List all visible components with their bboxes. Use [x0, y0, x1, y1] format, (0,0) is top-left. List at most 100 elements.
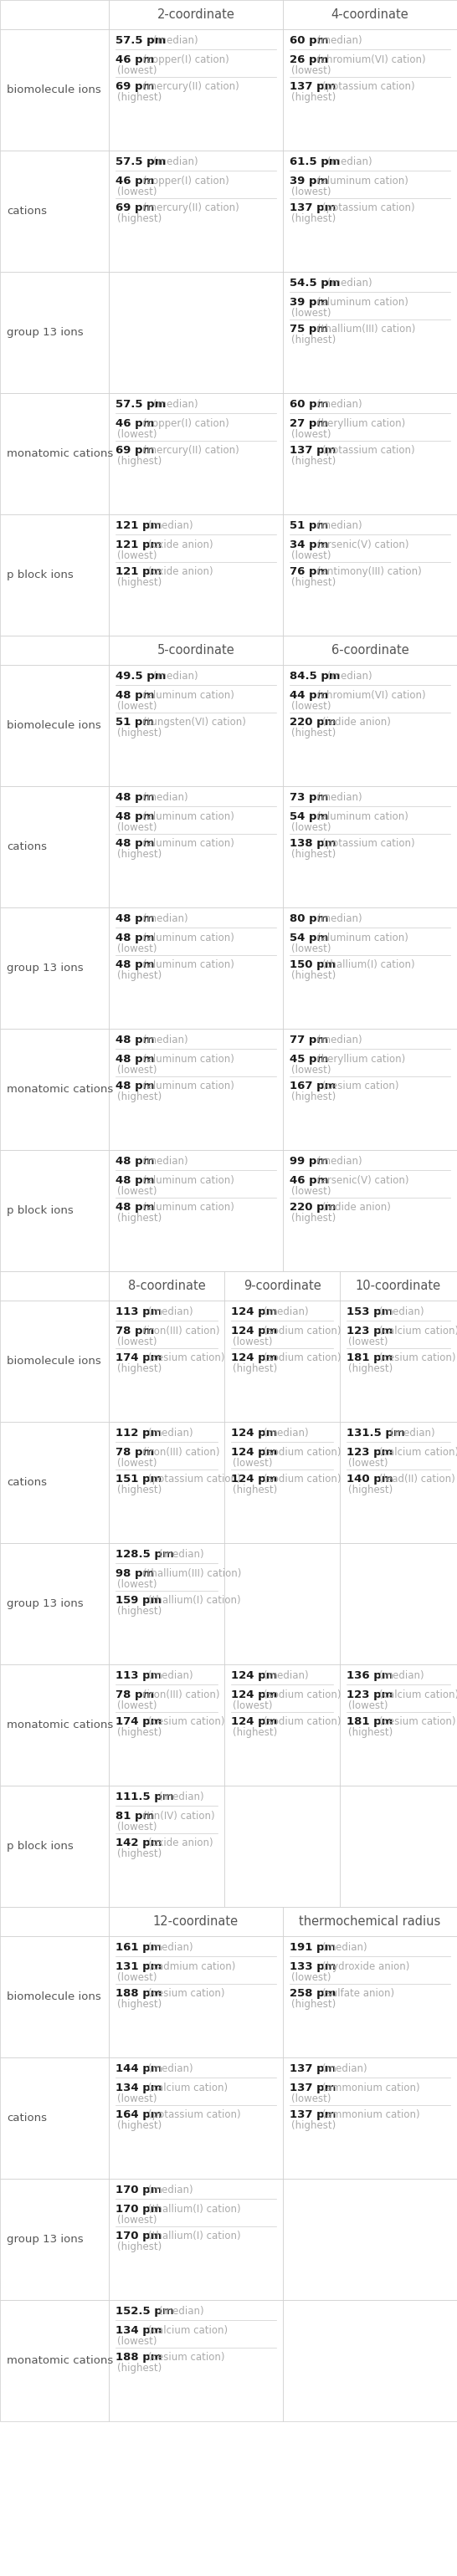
- Text: group 13 ions: group 13 ions: [7, 327, 83, 337]
- Text: (lowest): (lowest): [291, 943, 331, 953]
- Text: 34 pm: 34 pm: [290, 538, 329, 551]
- Text: (aluminum cation): (aluminum cation): [143, 1079, 234, 1092]
- Text: 131 pm: 131 pm: [116, 1960, 162, 1973]
- Bar: [340, 1422, 457, 1543]
- Text: 81 pm: 81 pm: [116, 1811, 154, 1821]
- Text: (highest): (highest): [233, 1363, 277, 1373]
- Text: (aluminum cation): (aluminum cation): [317, 175, 409, 185]
- Text: 39 pm: 39 pm: [290, 296, 328, 307]
- Text: (median): (median): [317, 1036, 362, 1046]
- Text: 121 pm: 121 pm: [116, 538, 162, 551]
- Text: (aluminum cation): (aluminum cation): [143, 1175, 234, 1185]
- Text: (iron(III) cation): (iron(III) cation): [143, 1327, 220, 1337]
- Text: 48 pm: 48 pm: [116, 811, 154, 822]
- Bar: [283, 1028, 457, 1149]
- Text: 48 pm: 48 pm: [116, 933, 154, 943]
- Text: (lowest): (lowest): [117, 1458, 157, 1468]
- Text: (calcium cation): (calcium cation): [379, 1327, 457, 1337]
- Text: (mercury(II) cation): (mercury(II) cation): [143, 80, 239, 93]
- Text: (highest): (highest): [291, 214, 336, 224]
- Text: 46 pm: 46 pm: [116, 175, 154, 185]
- Text: (thallium(III) cation): (thallium(III) cation): [143, 1569, 241, 1579]
- Text: 48 pm: 48 pm: [116, 837, 154, 850]
- Text: (median): (median): [390, 1427, 435, 1437]
- Text: (lowest): (lowest): [291, 1973, 331, 1984]
- Text: (highest): (highest): [117, 1213, 162, 1224]
- Text: (potassium cation): (potassium cation): [322, 80, 415, 93]
- Text: (median): (median): [317, 520, 362, 531]
- Text: thermochemical radius: thermochemical radius: [299, 1917, 441, 1927]
- Text: (iron(III) cation): (iron(III) cation): [143, 1448, 220, 1458]
- Text: (highest): (highest): [117, 1999, 162, 2009]
- Text: 26 pm: 26 pm: [290, 54, 328, 64]
- Text: (highest): (highest): [291, 335, 336, 345]
- Text: (median): (median): [317, 399, 362, 410]
- Text: (potassium cation): (potassium cation): [322, 446, 415, 456]
- Text: (lowest): (lowest): [117, 1579, 157, 1589]
- Text: (highest): (highest): [348, 1726, 393, 1739]
- Text: (beryllium cation): (beryllium cation): [317, 417, 405, 430]
- Text: (potassium cation): (potassium cation): [149, 2110, 241, 2120]
- Bar: [340, 1301, 457, 1422]
- Text: (copper(I) cation): (copper(I) cation): [143, 54, 229, 64]
- Text: 45 pm: 45 pm: [290, 1054, 328, 1064]
- Text: 9-coordinate: 9-coordinate: [243, 1280, 321, 1293]
- Text: (highest): (highest): [117, 1092, 162, 1103]
- Text: (copper(I) cation): (copper(I) cation): [143, 417, 229, 430]
- Text: 60 pm: 60 pm: [290, 399, 329, 410]
- Text: 124 pm: 124 pm: [231, 1352, 277, 1363]
- Text: 153 pm: 153 pm: [346, 1306, 393, 1316]
- Text: (median): (median): [154, 399, 198, 410]
- Text: (aluminum cation): (aluminum cation): [317, 811, 409, 822]
- Text: (highest): (highest): [117, 2241, 162, 2251]
- Text: 54 pm: 54 pm: [290, 811, 328, 822]
- Bar: [0, 1301, 109, 1422]
- Text: (highest): (highest): [117, 93, 162, 103]
- Text: (hydroxide anion): (hydroxide anion): [322, 1960, 410, 1973]
- Bar: [109, 665, 283, 786]
- Text: (lowest): (lowest): [291, 307, 331, 319]
- Bar: [283, 394, 457, 515]
- Text: (median): (median): [149, 1669, 193, 1682]
- Text: 48 pm: 48 pm: [116, 1157, 154, 1167]
- Text: (aluminum cation): (aluminum cation): [143, 690, 234, 701]
- Text: 75 pm: 75 pm: [290, 325, 328, 335]
- Text: 220 pm: 220 pm: [290, 1203, 336, 1213]
- Text: (sodium cation): (sodium cation): [264, 1448, 341, 1458]
- Text: (highest): (highest): [117, 456, 162, 466]
- Bar: [283, 28, 457, 149]
- Text: (highest): (highest): [117, 2362, 162, 2372]
- Text: (aluminum cation): (aluminum cation): [317, 933, 409, 943]
- Bar: [283, 2058, 457, 2179]
- Text: 124 pm: 124 pm: [231, 1306, 277, 1316]
- Text: (median): (median): [159, 1548, 203, 1561]
- Text: (highest): (highest): [291, 726, 336, 739]
- Text: (sodium cation): (sodium cation): [264, 1352, 341, 1363]
- Text: 48 pm: 48 pm: [116, 1054, 154, 1064]
- Bar: [109, 1422, 224, 1543]
- Text: 174 pm: 174 pm: [116, 1716, 162, 1726]
- Text: 258 pm: 258 pm: [290, 1989, 336, 1999]
- Text: 57.5 pm: 57.5 pm: [116, 157, 166, 167]
- Text: (highest): (highest): [233, 1484, 277, 1497]
- Bar: [283, 273, 457, 394]
- Text: 69 pm: 69 pm: [116, 80, 154, 93]
- Bar: [224, 1785, 340, 1906]
- Bar: [0, 1149, 109, 1273]
- Text: 73 pm: 73 pm: [290, 791, 328, 804]
- Text: (median): (median): [322, 2063, 367, 2074]
- Text: (median): (median): [264, 1669, 309, 1682]
- Text: group 13 ions: group 13 ions: [7, 2233, 83, 2244]
- Text: 76 pm: 76 pm: [290, 567, 328, 577]
- Text: (thallium(I) cation): (thallium(I) cation): [149, 2231, 241, 2241]
- Text: (chromium(VI) cation): (chromium(VI) cation): [317, 54, 426, 64]
- Text: (ammonium cation): (ammonium cation): [322, 2081, 420, 2094]
- Text: 123 pm: 123 pm: [346, 1448, 393, 1458]
- Bar: [283, 0, 457, 28]
- Text: (highest): (highest): [117, 726, 162, 739]
- Text: 161 pm: 161 pm: [116, 1942, 162, 1953]
- Text: (median): (median): [328, 670, 372, 683]
- Text: (beryllium cation): (beryllium cation): [317, 1054, 405, 1064]
- Text: (median): (median): [264, 1427, 309, 1437]
- Text: (median): (median): [264, 1306, 309, 1316]
